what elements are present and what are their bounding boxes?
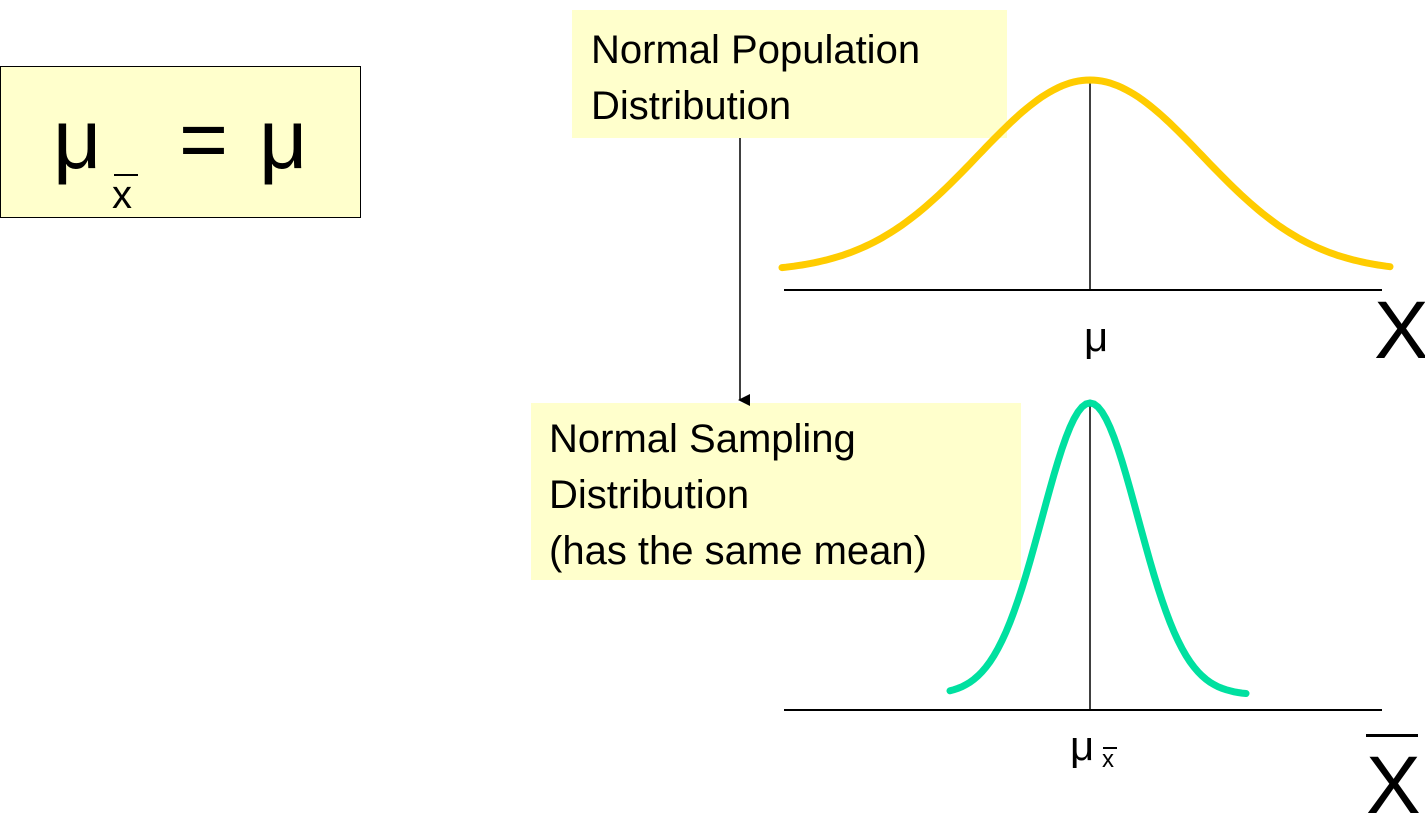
sampling-variable-label: X [1366, 740, 1421, 831]
population-distribution-label: Normal Population Distribution [572, 10, 1007, 138]
formula-mu-xbar: μ [53, 92, 102, 186]
population-label-line1: Normal Population [591, 28, 921, 72]
sampling-mean-subscript-bar [1103, 747, 1117, 749]
sampling-variable-bar [1366, 734, 1418, 737]
sampling-label-line2: Distribution [549, 473, 750, 517]
sampling-label-line1: Normal Sampling [549, 417, 856, 461]
formula-box: μ x = μ [0, 66, 361, 218]
sampling-mean-label: μ [1070, 722, 1095, 769]
formula-subscript-x: x [112, 173, 132, 217]
formula-equals: = [179, 92, 229, 186]
sampling-label-line3: (has the same mean) [549, 529, 927, 573]
population-curve [778, 76, 1394, 272]
sampling-distribution-label: Normal Sampling Distribution (has the sa… [531, 403, 1021, 580]
sampling-mean-subscript: x [1102, 746, 1114, 773]
formula-mu: μ [259, 92, 308, 186]
population-label-line2: Distribution [591, 84, 792, 128]
sampling-curve [946, 399, 1250, 697]
population-variable-label: X [1374, 285, 1425, 376]
formula-subscript-bar [114, 174, 138, 176]
population-mean-label: μ [1084, 313, 1109, 360]
